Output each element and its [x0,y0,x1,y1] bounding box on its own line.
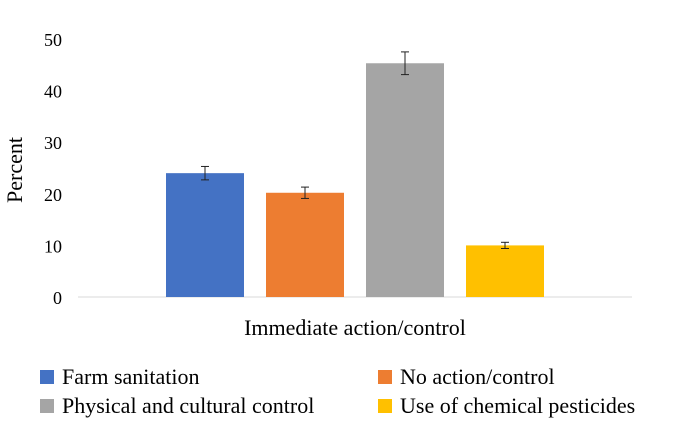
y-tick-label: 10 [44,236,62,256]
x-axis-label: Immediate action/control [244,315,466,340]
bar-physical-and-cultural-control [366,63,444,297]
y-tick-label: 30 [44,133,62,153]
bar-no-action-control [266,192,344,297]
bar-use-of-chemical-pesticides [466,245,544,297]
y-tick-label: 20 [44,185,62,205]
y-tick-label: 0 [53,288,62,308]
y-axis-label: Percent [2,137,27,203]
y-tick-label: 40 [44,82,62,102]
y-tick-label: 50 [44,30,62,50]
error-bars [201,51,509,249]
bars [166,63,544,297]
bar-farm-sanitation [166,173,244,297]
